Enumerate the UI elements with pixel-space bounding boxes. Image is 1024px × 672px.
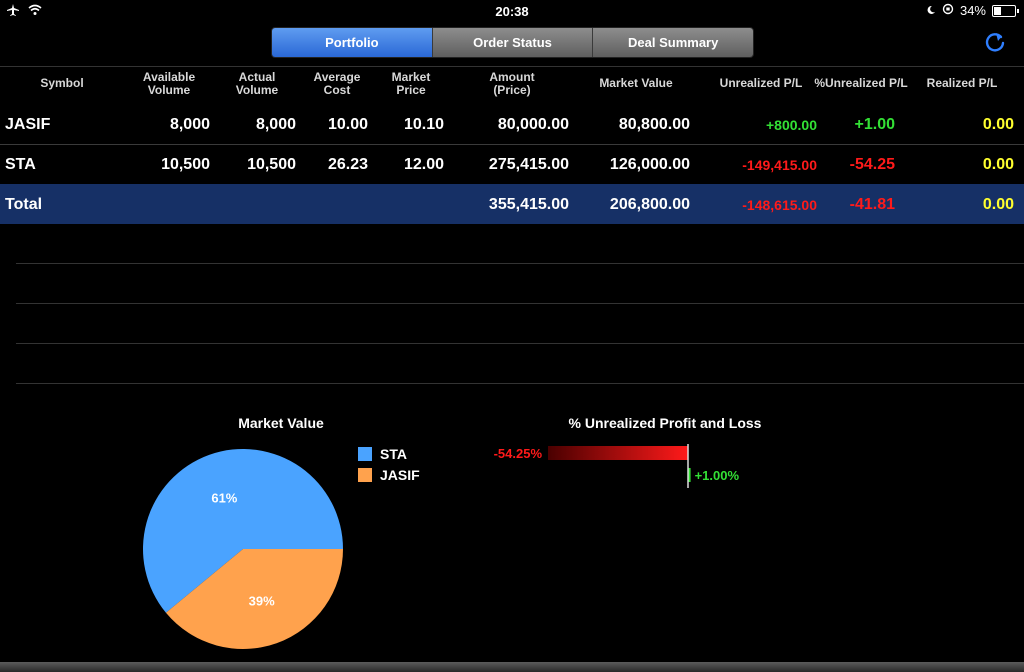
bottom-toolbar bbox=[0, 662, 1024, 672]
market-value-pie-chart: 61% 39% bbox=[142, 449, 343, 649]
header-average-cost: Average Cost bbox=[313, 70, 361, 97]
cell-amount: 80,000.00 bbox=[497, 116, 569, 133]
cell-pct-unrealized-pl: +1.00 bbox=[854, 116, 895, 133]
market-value-chart-title: Market Value bbox=[238, 415, 324, 431]
pie-slice-label: 61% bbox=[211, 490, 237, 505]
tab-portfolio[interactable]: Portfolio bbox=[272, 28, 433, 57]
pl-chart-title: % Unrealized Profit and Loss bbox=[568, 415, 762, 431]
cell-actual-volume: 10,500 bbox=[247, 156, 296, 173]
legend-swatch bbox=[358, 468, 372, 482]
cell-actual-volume: 8,000 bbox=[255, 116, 296, 133]
cell-realized-pl: 0.00 bbox=[982, 116, 1014, 133]
legend-swatch bbox=[358, 447, 372, 461]
cell-market-price: 12.00 bbox=[403, 156, 444, 173]
cell-amount: 275,415.00 bbox=[488, 156, 569, 173]
cell-unrealized-pl: -149,415.00 bbox=[742, 157, 817, 173]
tab-deal-summary[interactable]: Deal Summary bbox=[593, 28, 753, 57]
airplane-mode-icon bbox=[6, 3, 20, 20]
refresh-button[interactable] bbox=[982, 30, 1008, 56]
battery-percent: 34% bbox=[959, 3, 986, 18]
pie-slice-sta bbox=[142, 449, 343, 613]
clock: 20:38 bbox=[495, 4, 529, 19]
empty-row-divider bbox=[16, 383, 1024, 384]
header-symbol: Symbol bbox=[40, 76, 84, 90]
legend-label: STA bbox=[380, 446, 407, 462]
cell-average-cost: 10.00 bbox=[327, 116, 368, 133]
do-not-disturb-icon bbox=[926, 3, 936, 18]
tab-order-status[interactable]: Order Status bbox=[432, 28, 594, 57]
cell-market-value: 126,000.00 bbox=[609, 156, 690, 173]
cell-symbol: STA bbox=[5, 156, 36, 173]
empty-row-divider bbox=[16, 343, 1024, 344]
cell-average-cost: 26.23 bbox=[327, 156, 368, 173]
cell-market-price: 10.10 bbox=[403, 116, 444, 133]
header-actual-volume: Actual Volume bbox=[235, 70, 279, 97]
cell-realized-pl: 0.00 bbox=[982, 156, 1014, 173]
table-header: Symbol Available Volume Actual Volume Aver… bbox=[0, 66, 1024, 105]
cell-total-amount: 355,415.00 bbox=[488, 196, 569, 213]
pl-bar-label: +1.00% bbox=[695, 468, 740, 483]
status-bar: 20:38 34% bbox=[0, 0, 1024, 22]
pl-bar bbox=[688, 468, 691, 482]
rotation-lock-icon bbox=[942, 3, 954, 18]
pl-bar-label: -54.25% bbox=[494, 446, 543, 461]
legend-item-sta: STA bbox=[358, 446, 407, 462]
empty-row-divider bbox=[16, 303, 1024, 304]
table-row[interactable]: JASIF 8,000 8,000 10.00 10.10 80,000.00 … bbox=[0, 104, 1024, 145]
cell-total-realized-pl: 0.00 bbox=[982, 196, 1014, 213]
pie-slice-jasif bbox=[165, 549, 343, 649]
cell-pct-unrealized-pl: -54.25 bbox=[849, 156, 895, 173]
legend-label: JASIF bbox=[380, 467, 420, 483]
empty-row-divider bbox=[16, 263, 1024, 264]
header-pct-unrealized-pl: %Unrealized P/L bbox=[814, 76, 908, 90]
wifi-icon bbox=[28, 4, 42, 19]
cell-total-label: Total bbox=[5, 196, 43, 213]
header-market-price: Market Price bbox=[391, 70, 431, 97]
view-switcher: Portfolio Order Status Deal Summary bbox=[271, 27, 754, 58]
table-row[interactable]: STA 10,500 10,500 26.23 12.00 275,415.00… bbox=[0, 144, 1024, 185]
refresh-icon bbox=[985, 33, 1005, 52]
legend-item-jasif: JASIF bbox=[358, 467, 420, 483]
cell-market-value: 80,800.00 bbox=[618, 116, 690, 133]
cell-total-market-value: 206,800.00 bbox=[609, 196, 690, 213]
header-available-volume: Available Volume bbox=[142, 70, 196, 97]
pie-slice-label: 39% bbox=[249, 594, 275, 609]
cell-available-volume: 10,500 bbox=[161, 156, 210, 173]
header-realized-pl: Realized P/L bbox=[926, 76, 998, 90]
total-row: Total 355,415.00 206,800.00 -148,615.00 … bbox=[0, 184, 1024, 224]
cell-unrealized-pl: +800.00 bbox=[766, 117, 817, 133]
cell-symbol: JASIF bbox=[5, 116, 51, 133]
battery-icon bbox=[992, 4, 1019, 17]
pl-bar bbox=[548, 446, 688, 460]
pl-bar-chart: -54.25% +1.00% bbox=[494, 444, 740, 488]
cell-total-pct-unrealized-pl: -41.81 bbox=[849, 196, 895, 213]
header-unrealized-pl: Unrealized P/L bbox=[719, 76, 803, 90]
header-amount: Amount (Price) bbox=[489, 70, 535, 97]
cell-total-unrealized-pl: -148,615.00 bbox=[742, 197, 817, 213]
header-market-value: Market Value bbox=[599, 76, 673, 90]
cell-available-volume: 8,000 bbox=[169, 116, 210, 133]
